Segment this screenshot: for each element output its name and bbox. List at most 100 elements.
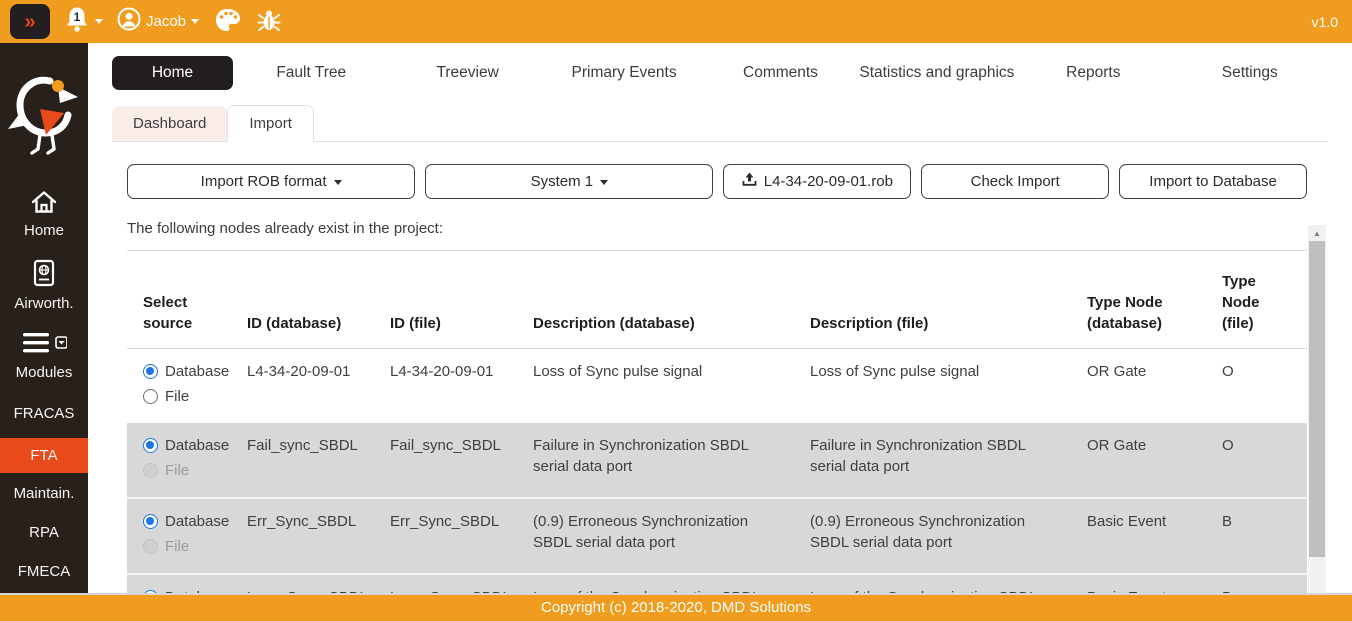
cell-type-node-file: O bbox=[1222, 437, 1234, 454]
cell-description-database: Loss of Sync pulse signal bbox=[533, 363, 703, 380]
col-type-node-file: Type Node (file) bbox=[1206, 251, 1307, 349]
cell-description-file: Loss of the Synchronization SBDL serial … bbox=[794, 573, 1071, 593]
tab-primary-events[interactable]: Primary Events bbox=[571, 64, 677, 81]
radio-source-database[interactable]: Database bbox=[143, 587, 229, 593]
cell-id-file: Err_Sync_SBDL bbox=[374, 497, 517, 574]
copyright-text: Copyright (c) 2018-2020, DMD Solutions bbox=[540, 599, 812, 616]
tab-import[interactable]: Import bbox=[227, 105, 314, 142]
sub-tab-bar: Dashboard Import bbox=[112, 105, 1328, 142]
chevron-down-icon bbox=[191, 19, 200, 28]
table-row: Database File L4-34-20-09-01 L4-34-20-09… bbox=[127, 349, 1307, 424]
sidebar-item-label: FRACAS bbox=[13, 405, 75, 422]
import-rob-format-dropdown[interactable]: Import ROB format bbox=[127, 164, 416, 199]
radio-selected-icon[interactable] bbox=[143, 364, 158, 379]
cell-type-node-database: Basic Event bbox=[1071, 573, 1206, 593]
user-name: Jacob bbox=[146, 13, 187, 30]
radio-disabled-icon bbox=[143, 463, 158, 478]
sidebar-item-fta-active[interactable]: FTA bbox=[0, 438, 88, 473]
scrollbar-thumb[interactable] bbox=[1309, 241, 1325, 557]
sidebar-item-fracas[interactable]: FRACAS bbox=[0, 405, 88, 422]
radio-source-database[interactable]: Database bbox=[143, 511, 229, 532]
radio-source-file[interactable]: File bbox=[143, 386, 215, 407]
import-to-database-button[interactable]: Import to Database bbox=[1119, 164, 1308, 199]
footer: Copyright (c) 2018-2020, DMD Solutions bbox=[0, 593, 1352, 621]
radio-source-database[interactable]: Database bbox=[143, 361, 229, 382]
radio-unselected-icon[interactable] bbox=[143, 389, 158, 404]
bug-report-button[interactable] bbox=[257, 8, 281, 35]
user-icon bbox=[117, 7, 141, 36]
sidebar-collapse-button[interactable]: » bbox=[10, 4, 50, 39]
bug-icon bbox=[257, 8, 281, 35]
radio-source-file-disabled: File bbox=[143, 460, 215, 481]
app-logo-robin-icon bbox=[6, 73, 82, 164]
sidebar-item-fmeca[interactable]: FMECA bbox=[0, 563, 88, 580]
table-row: Database File Err_Sync_SBDL Err_Sync_SBD… bbox=[127, 497, 1307, 574]
cell-type-node-file: B bbox=[1206, 573, 1307, 593]
sidebar-item-airworthiness[interactable]: Airworth. bbox=[0, 259, 88, 312]
app-version: v1.0 bbox=[1311, 13, 1338, 30]
cell-id-database: L4-34-20-09-01 bbox=[247, 363, 351, 380]
existing-nodes-message: The following nodes already exist in the… bbox=[127, 220, 444, 237]
bell-icon: 1 bbox=[64, 6, 90, 38]
user-menu[interactable]: Jacob bbox=[117, 7, 200, 36]
col-select-source: Select source bbox=[127, 251, 231, 349]
sidebar-item-label: FMECA bbox=[17, 563, 71, 580]
module-tab-bar: Home Fault Tree Treeview Primary Events … bbox=[88, 43, 1352, 95]
table-row: Database File Loss_Sync_SBDL Loss_Sync_S… bbox=[127, 573, 1307, 593]
notification-count: 1 bbox=[74, 10, 81, 24]
divider bbox=[127, 250, 1307, 251]
tab-home[interactable]: Home bbox=[112, 56, 233, 90]
tab-settings[interactable]: Settings bbox=[1221, 64, 1278, 81]
sidebar-item-modules[interactable]: Modules bbox=[0, 330, 88, 381]
tab-reports[interactable]: Reports bbox=[1066, 64, 1121, 81]
cell-type-node-database: Basic Event bbox=[1071, 497, 1206, 574]
col-description-database: Description (database) bbox=[517, 251, 794, 349]
home-icon bbox=[30, 190, 58, 218]
menu-icon bbox=[21, 330, 68, 360]
tab-treeview[interactable]: Treeview bbox=[436, 64, 499, 81]
cell-id-file: Fail_sync_SBDL bbox=[390, 437, 501, 454]
cell-description-file: Failure in Synchronization SBDL serial d… bbox=[810, 437, 1026, 475]
tab-dashboard[interactable]: Dashboard bbox=[112, 106, 228, 141]
cell-description-database: (0.9) Erroneous Synchronization SBDL ser… bbox=[517, 497, 794, 574]
tab-comments[interactable]: Comments bbox=[743, 64, 818, 81]
tab-fault-tree[interactable]: Fault Tree bbox=[276, 64, 347, 81]
palette-icon bbox=[215, 8, 241, 35]
cell-description-database: Failure in Synchronization SBDL serial d… bbox=[533, 437, 749, 475]
sidebar-item-rpa[interactable]: RPA bbox=[0, 524, 88, 541]
sidebar-item-label: RPA bbox=[29, 524, 59, 541]
cell-id-database: Loss_Sync_SBDL bbox=[231, 573, 374, 593]
col-id-file: ID (file) bbox=[374, 251, 517, 349]
sidebar-item-home[interactable]: Home bbox=[0, 190, 88, 239]
cell-description-file: Loss of Sync pulse signal bbox=[810, 363, 980, 380]
vertical-scrollbar[interactable]: ▲ bbox=[1308, 225, 1326, 593]
col-type-node-database: Type Node (database) bbox=[1071, 251, 1206, 349]
sidebar: Home Airworth. Modules FRACAS bbox=[0, 43, 88, 593]
chevron-down-icon bbox=[600, 179, 609, 189]
table-row: Database File Fail_sync_SBDL Fail_sync_S… bbox=[127, 423, 1307, 498]
cell-type-node-file: O bbox=[1222, 363, 1234, 380]
cell-id-database: Fail_sync_SBDL bbox=[247, 437, 358, 454]
radio-source-database[interactable]: Database bbox=[143, 435, 229, 456]
upload-file-button[interactable]: L4-34-20-09-01.rob bbox=[723, 164, 912, 199]
chevron-down-icon bbox=[95, 19, 103, 28]
cell-type-node-file: B bbox=[1206, 497, 1307, 574]
notifications-menu[interactable]: 1 bbox=[64, 6, 103, 38]
sidebar-item-label: Airworth. bbox=[14, 295, 74, 312]
upload-icon bbox=[742, 172, 757, 191]
check-import-button[interactable]: Check Import bbox=[921, 164, 1110, 199]
system-select-dropdown[interactable]: System 1 bbox=[425, 164, 714, 199]
radio-selected-icon[interactable] bbox=[143, 514, 158, 529]
radio-disabled-icon bbox=[143, 539, 158, 554]
radio-selected-icon[interactable] bbox=[143, 438, 158, 453]
theme-palette-button[interactable] bbox=[215, 8, 241, 35]
table-header-row: Select source ID (database) ID (file) De… bbox=[127, 251, 1307, 349]
scroll-up-arrow-icon[interactable]: ▲ bbox=[1313, 228, 1321, 238]
cell-description-file: (0.9) Erroneous Synchronization SBDL ser… bbox=[794, 497, 1071, 574]
cell-id-file: Loss_Sync_SBDL bbox=[374, 573, 517, 593]
tab-statistics-and-graphics[interactable]: Statistics and graphics bbox=[859, 64, 1015, 81]
import-nodes-table: Select source ID (database) ID (file) De… bbox=[127, 251, 1307, 593]
import-toolbar: Import ROB format System 1 L4-34-20-09-0… bbox=[127, 164, 1308, 199]
sidebar-item-maintainability[interactable]: Maintain. bbox=[0, 485, 88, 502]
sidebar-item-label: Modules bbox=[15, 364, 73, 381]
